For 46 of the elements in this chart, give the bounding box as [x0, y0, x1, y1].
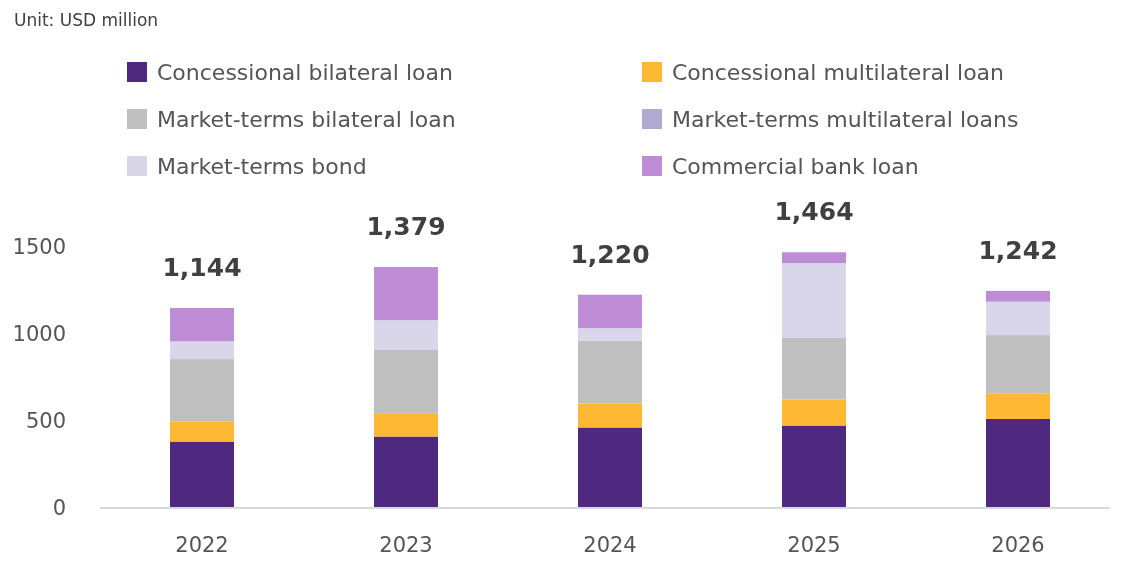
bar — [374, 320, 438, 350]
bar — [374, 267, 438, 321]
bar — [578, 403, 642, 428]
x-tick-label: 2024 — [583, 533, 637, 557]
text: Unit: USD million — [14, 10, 159, 30]
bar — [986, 301, 1050, 336]
bar — [374, 413, 438, 437]
bar — [578, 427, 642, 507]
bar — [782, 425, 846, 507]
bar — [986, 290, 1050, 302]
total-label: 1,242 — [978, 235, 1058, 265]
legend-label: Commercial bank loan — [672, 154, 919, 179]
bar — [374, 349, 438, 414]
x-tick-label: 2023 — [379, 533, 433, 557]
bar — [170, 441, 234, 507]
x-tick-label: 2022 — [175, 533, 229, 557]
y-tick-label: 500 — [25, 409, 66, 433]
bar — [578, 328, 642, 341]
bar — [170, 359, 234, 422]
bar — [374, 436, 438, 507]
bar — [170, 421, 234, 442]
legend-label: Market-terms bilateral loan — [157, 107, 456, 132]
total-label: 1,220 — [570, 239, 650, 269]
bar — [170, 307, 234, 342]
total-label: 1,464 — [774, 197, 854, 227]
bar — [578, 294, 642, 329]
total-label: 1,379 — [366, 212, 446, 242]
y-tick-label: 1500 — [12, 235, 66, 259]
legend-label: Concessional multilateral loan — [672, 60, 1005, 85]
bar — [986, 418, 1050, 507]
bar — [782, 263, 846, 339]
bar — [782, 399, 846, 426]
bar — [782, 252, 846, 264]
total-label: 1,144 — [162, 252, 242, 282]
legend-label: Concessional bilateral loan — [157, 60, 453, 85]
x-tick-label: 2026 — [991, 533, 1045, 557]
bar — [170, 341, 234, 360]
legend-label: Market-terms multilateral loans — [672, 107, 1019, 132]
bar — [578, 340, 642, 404]
legend-label: Market-terms bond — [157, 154, 367, 179]
y-tick-label: 0 — [52, 496, 66, 520]
bar — [782, 338, 846, 400]
bar — [986, 393, 1050, 419]
bar — [986, 335, 1050, 394]
x-tick-label: 2025 — [787, 533, 841, 557]
y-tick-label: 1000 — [12, 322, 66, 346]
